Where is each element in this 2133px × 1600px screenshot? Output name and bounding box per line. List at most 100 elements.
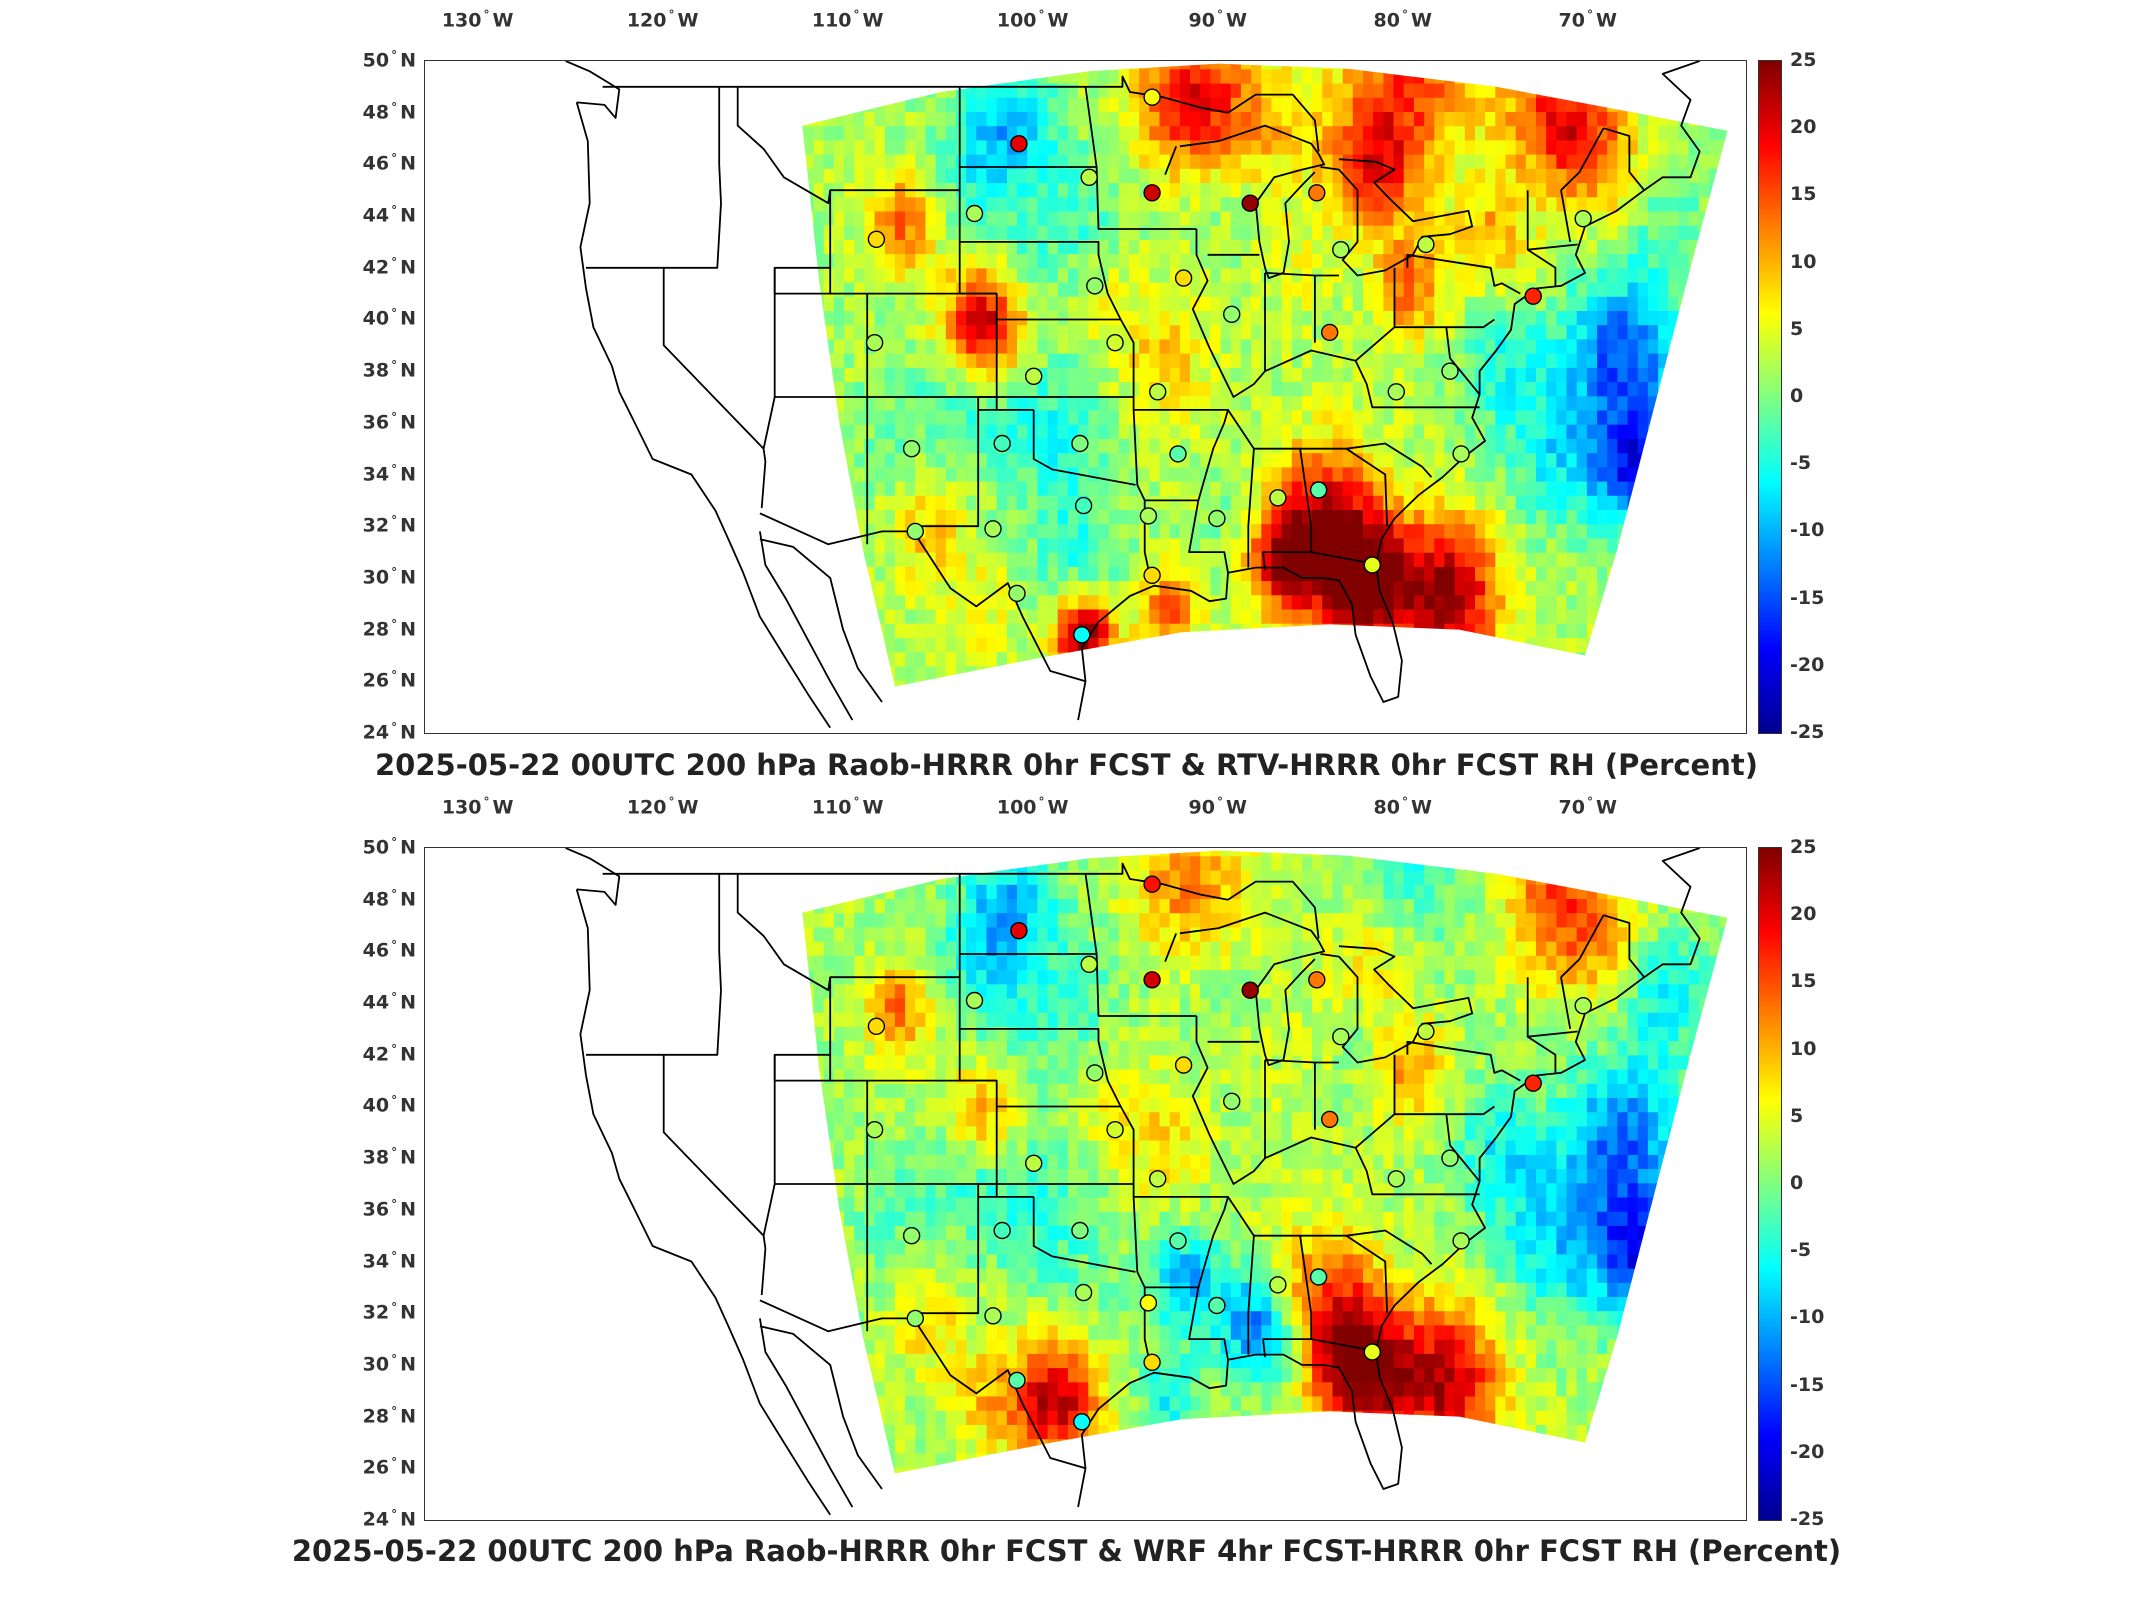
raob-station-marker [1143, 566, 1161, 584]
raob-station-marker [906, 522, 924, 541]
lon-tick-label: 130 ° W [441, 8, 514, 32]
raob-station-marker [1309, 1268, 1328, 1286]
map-frame [424, 60, 1747, 734]
lat-tick-label: 46 ° N [362, 938, 416, 963]
colorbar-tick-label: 25 [1790, 836, 1817, 858]
colorbar-tick-label: 0 [1790, 1172, 1804, 1194]
lat-tick-label: 36 ° N [362, 1197, 416, 1221]
colorbar-tick-label: -10 [1790, 519, 1825, 542]
raob-station-marker [1143, 88, 1161, 106]
colorbar-tick-label: 15 [1790, 970, 1817, 993]
lat-tick-label: 44 ° N [362, 990, 416, 1014]
raob-stations [865, 88, 1592, 644]
boundary-lines [565, 848, 1701, 1516]
raob-station-marker [1223, 1092, 1241, 1111]
colorbar-tick-label: -20 [1790, 653, 1825, 676]
raob-station-marker [1363, 1343, 1381, 1361]
lat-tick-label: 36 ° N [362, 410, 416, 434]
lat-tick-label: 46 ° N [362, 151, 416, 176]
raob-station-marker [1452, 445, 1470, 463]
colorbar-tick-label: 10 [1790, 250, 1817, 273]
raob-station-marker [984, 520, 1002, 538]
colorbar-tick-label: -15 [1790, 1373, 1825, 1396]
raob-station-marker [867, 1017, 886, 1036]
colorbar-tick-label: -25 [1790, 721, 1825, 743]
raob-station-marker [993, 434, 1011, 453]
raob-station-marker [1074, 496, 1093, 515]
raob-station-marker [1452, 1232, 1470, 1250]
raob-station-marker [1073, 626, 1091, 644]
lat-tick-label: 26 ° N [362, 1455, 416, 1479]
colorbar [1758, 60, 1782, 734]
lon-tick-label: 90 ° W [1188, 8, 1247, 32]
lon-tick-label: 80 ° W [1373, 795, 1432, 819]
lat-tick-label: 26 ° N [362, 668, 416, 692]
colorbar-tick-label: 25 [1790, 49, 1817, 71]
lat-tick-label: 48 ° N [362, 100, 416, 124]
raob-station-marker [1174, 1056, 1193, 1074]
colorbar [1758, 847, 1782, 1521]
colorbar-tick-label: 5 [1790, 317, 1804, 340]
raob-station-marker [1143, 875, 1161, 893]
lat-tick-label: 40 ° N [362, 306, 416, 331]
lat-tick-label: 28 ° N [362, 1403, 416, 1428]
raob-station-marker [1387, 1170, 1405, 1188]
colorbar-tick-label: -25 [1790, 1508, 1825, 1530]
raob-station-marker [1143, 184, 1161, 202]
lat-tick-label: 42 ° N [362, 1042, 416, 1066]
colorbar-tick-label: 20 [1790, 903, 1817, 926]
raob-station-marker [993, 1221, 1011, 1240]
lat-tick-label: 34 ° N [362, 1248, 416, 1273]
colorbar-tick-label: -5 [1790, 1239, 1812, 1262]
raob-station-marker [1149, 1170, 1167, 1188]
colorbar-tick-label: 15 [1790, 183, 1817, 206]
lon-tick-label: 110 ° W [811, 795, 884, 819]
lon-tick-label: 120 ° W [626, 795, 699, 819]
raob-station-marker [1269, 489, 1287, 507]
raob-station-marker [867, 230, 886, 249]
lon-tick-label: 100 ° W [996, 8, 1069, 32]
raob-station-marker [1139, 507, 1158, 525]
lon-tick-label: 110 ° W [811, 8, 884, 32]
lat-tick-label: 30 ° N [362, 1352, 416, 1376]
raob-stations [865, 875, 1592, 1431]
lon-tick-label: 80 ° W [1373, 8, 1432, 32]
raob-station-marker [1010, 134, 1028, 153]
lon-tick-label: 100 ° W [996, 795, 1069, 819]
raob-station-marker [1417, 1022, 1435, 1041]
lat-tick-label: 42 ° N [362, 255, 416, 279]
lat-tick-label: 24 ° N [362, 1507, 416, 1531]
raob-station-marker [1321, 323, 1339, 342]
raob-station-marker [1208, 1296, 1226, 1315]
raob-station-marker [1143, 971, 1161, 989]
raob-station-marker [1086, 277, 1104, 295]
lat-tick-label: 44 ° N [362, 203, 416, 227]
raob-station-marker [1321, 1110, 1339, 1129]
lon-tick-label: 90 ° W [1188, 795, 1247, 819]
lon-tick-label: 70 ° W [1558, 8, 1617, 32]
lon-tick-label: 70 ° W [1558, 795, 1617, 819]
raob-station-marker [1308, 971, 1326, 989]
raob-station-marker [1169, 1232, 1187, 1250]
colorbar-tick-label: 20 [1790, 116, 1817, 139]
colorbar-tick-label: 5 [1790, 1104, 1804, 1127]
map-frame [424, 847, 1747, 1521]
raob-station-marker [1074, 1283, 1093, 1302]
raob-station-marker [1441, 1149, 1459, 1167]
raob-station-marker [902, 440, 921, 458]
raob-station-marker [1139, 1294, 1158, 1312]
lat-tick-label: 32 ° N [362, 513, 416, 537]
raob-station-marker [1071, 434, 1089, 453]
raob-station-marker [1025, 367, 1043, 385]
rh-field [802, 63, 1728, 687]
raob-station-marker [1524, 287, 1542, 305]
raob-station-marker [1524, 1074, 1542, 1092]
raob-station-marker [1332, 240, 1350, 259]
colorbar-tick-label: -5 [1790, 452, 1812, 475]
raob-station-marker [1241, 194, 1259, 212]
raob-station-marker [1269, 1276, 1287, 1294]
raob-station-marker [1363, 556, 1381, 574]
raob-station-marker [902, 1227, 921, 1245]
lon-tick-label: 130 ° W [441, 795, 514, 819]
raob-station-marker [1441, 362, 1459, 380]
